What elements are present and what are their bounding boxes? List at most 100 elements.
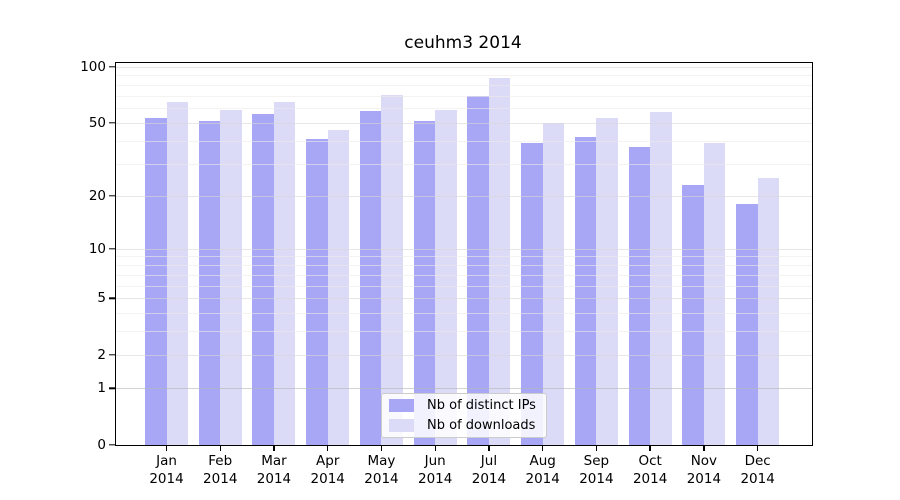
x-tick-year: 2014 [740, 470, 775, 487]
x-tick-year: 2014 [310, 470, 345, 487]
y-tick-100 [109, 66, 115, 68]
bar-nb-of-downloads-sep [596, 118, 618, 445]
gridline-major-2 [116, 355, 812, 356]
legend-label-distinct-ips: Nb of distinct IPs [427, 398, 536, 413]
bar-nb-of-distinct-ips-oct [628, 147, 651, 445]
gridline-minor-6 [116, 285, 812, 287]
bar-nb-of-downloads-feb [220, 109, 242, 445]
x-tick-label-nov: Nov 2014 [672, 453, 736, 488]
bar-nb-of-distinct-ips-apr [306, 138, 328, 445]
x-tick-mar [273, 445, 275, 451]
gridline-minor-3 [116, 331, 812, 333]
y-tick-10 [109, 247, 115, 250]
y-tick-label-2: 2 [97, 347, 106, 363]
x-tick-year: 2014 [149, 470, 184, 487]
x-tick-month: Apr [316, 453, 340, 469]
x-tick-year: 2014 [686, 470, 722, 487]
bar-nb-of-downloads-mar [273, 101, 296, 445]
bar-nb-of-downloads-oct [650, 112, 672, 445]
x-tick-month: Sep [583, 453, 610, 469]
y-tick-0 [109, 444, 115, 446]
bar-nb-of-distinct-ips-may [359, 111, 382, 445]
legend-swatch-downloads [389, 419, 414, 432]
y-tick-label-20: 20 [88, 187, 106, 204]
x-tick-month: Feb [208, 453, 233, 469]
legend-item-distinct-ips: Nb of distinct IPs [389, 398, 546, 413]
bar-nb-of-downloads-dec [757, 178, 780, 445]
legend: Nb of distinct IPs Nb of downloads [381, 393, 547, 438]
x-tick-oct [649, 445, 651, 451]
gridline-minor-80 [116, 85, 812, 87]
gridline-major-100 [116, 66, 812, 68]
x-tick-jun [434, 445, 436, 451]
x-tick-label-jan: Jan 2014 [135, 453, 199, 488]
bar-nb-of-distinct-ips-jun [413, 121, 436, 445]
x-tick-label-may: May 2014 [349, 453, 413, 488]
x-tick-label-jun: Jun 2014 [403, 453, 467, 488]
x-tick-label-feb: Feb 2014 [188, 453, 252, 488]
bar-nb-of-downloads-may [381, 94, 403, 445]
x-tick-dec [756, 445, 759, 451]
gridline-major-10 [116, 248, 812, 250]
x-tick-label-oct: Oct 2014 [618, 453, 682, 488]
gridline-minor-90 [116, 75, 812, 77]
bar-nb-of-distinct-ips-mar [252, 113, 274, 445]
gridline-major-20 [116, 195, 812, 197]
x-tick-month: Aug [529, 453, 556, 469]
x-tick-label-dec: Dec 2014 [726, 453, 790, 488]
x-tick-label-sep: Sep 2014 [564, 453, 628, 488]
gridline-minor-60 [116, 108, 812, 110]
y-tick-5 [109, 297, 115, 299]
x-tick-label-apr: Apr 2014 [296, 453, 360, 488]
bar-nb-of-distinct-ips-feb [198, 121, 221, 445]
x-tick-year: 2014 [203, 470, 238, 487]
gridline-major-50 [116, 122, 812, 124]
gridline-minor-7 [116, 274, 812, 276]
x-tick-nov [703, 445, 705, 451]
y-tick-1 [109, 387, 115, 389]
gridline-major-5 [116, 298, 812, 300]
y-tick-label-100: 100 [80, 58, 106, 75]
x-tick-year: 2014 [364, 470, 399, 487]
x-tick-label-aug: Aug 2014 [511, 453, 575, 488]
y-tick-label-0: 0 [97, 437, 106, 453]
gridline-minor-70 [116, 95, 812, 97]
bar-nb-of-distinct-ips-jan [145, 118, 167, 445]
plot-area: 0 1 2 5 10 20 50 100 Jan 2014 Feb 2014 Mar 2014 Apr 201… [80, 60, 813, 487]
gridline-minor-40 [116, 140, 812, 142]
bar-nb-of-downloads-nov [703, 142, 726, 445]
x-tick-label-jul: Jul 2014 [457, 453, 521, 488]
bar-nb-of-downloads-jan [166, 101, 188, 445]
bar-nb-of-downloads-jul [488, 78, 511, 445]
x-tick-year: 2014 [471, 470, 507, 487]
x-tick-aug [541, 445, 544, 451]
x-tick-feb [219, 445, 221, 451]
x-tick-may [380, 445, 383, 451]
x-tick-year: 2014 [418, 470, 453, 487]
y-tick-20 [109, 194, 115, 197]
x-tick-label-mar: Mar 2014 [242, 453, 306, 488]
x-tick-year: 2014 [579, 470, 614, 487]
y-tick-label-50: 50 [88, 114, 106, 131]
legend-swatch-distinct-ips [389, 399, 414, 412]
gridline-minor-8 [116, 265, 812, 267]
chart-title: ceuhm3 2014 [404, 33, 522, 53]
gridline-minor-30 [116, 163, 812, 165]
x-tick-month: Jun [424, 453, 446, 469]
x-tick-year: 2014 [256, 470, 292, 487]
bar-nb-of-downloads-apr [327, 129, 350, 445]
x-tick-month: Nov [690, 453, 718, 469]
bar-nb-of-distinct-ips-jul [467, 95, 489, 445]
bar-nb-of-distinct-ips-nov [682, 184, 704, 445]
x-tick-year: 2014 [525, 470, 560, 487]
y-tick-label-10: 10 [88, 240, 106, 257]
y-tick-label-5: 5 [97, 290, 106, 307]
y-tick-label-1: 1 [97, 380, 106, 397]
x-tick-month: Jul [480, 453, 498, 469]
x-tick-jan [165, 445, 168, 451]
x-tick-month: Jan [156, 453, 177, 469]
x-tick-month: Mar [261, 453, 287, 469]
y-tick-50 [109, 122, 115, 124]
gridline-major-1 [116, 388, 812, 390]
